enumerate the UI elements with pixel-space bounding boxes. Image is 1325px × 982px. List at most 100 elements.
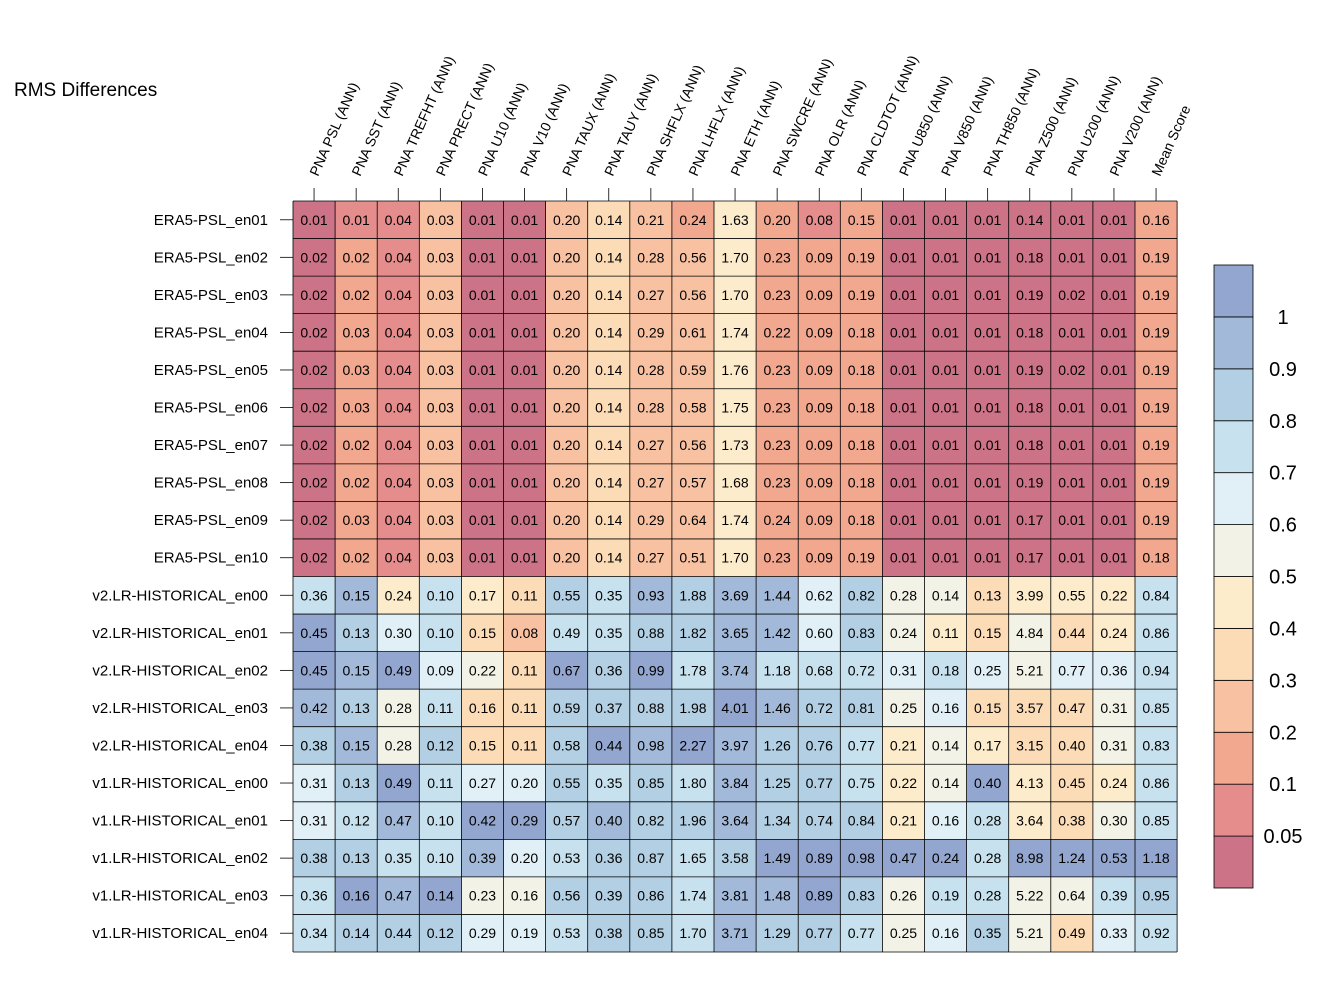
- heatmap-cell: [1008, 651, 1051, 690]
- cell-value: 0.14: [932, 587, 959, 603]
- cell-value: 0.01: [511, 550, 538, 566]
- cell-value: 2.27: [679, 737, 706, 753]
- heatmap-cell: [882, 614, 925, 652]
- cell-value: 3.71: [721, 925, 748, 941]
- heatmap-cell: [966, 351, 1009, 389]
- heatmap-cell: [545, 914, 588, 952]
- cell-value: 0.15: [469, 625, 496, 641]
- cell-value: 0.01: [974, 212, 1001, 228]
- heatmap-cell: [419, 388, 462, 427]
- cell-value: 1.18: [764, 662, 791, 678]
- cell-value: 0.01: [890, 249, 917, 265]
- cell-value: 0.92: [1142, 925, 1169, 941]
- heatmap-cell: [419, 313, 462, 352]
- cell-value: 0.02: [300, 400, 327, 416]
- heatmap-cell: [503, 689, 546, 727]
- heatmap-cell: [924, 388, 967, 427]
- row-label: v1.LR-HISTORICAL_en04: [92, 925, 268, 942]
- heatmap-cell: [1092, 313, 1135, 352]
- heatmap-cell: [545, 201, 588, 239]
- cell-value: 0.12: [427, 737, 454, 753]
- heatmap-cell: [377, 914, 420, 952]
- cell-value: 0.02: [1058, 287, 1085, 303]
- cell-value: 0.01: [1058, 550, 1085, 566]
- heatmap-cell: [461, 726, 504, 765]
- heatmap-cell: [714, 689, 757, 727]
- cell-value: 0.15: [974, 625, 1001, 641]
- cell-value: 0.19: [848, 550, 875, 566]
- cell-value: 0.17: [1016, 550, 1043, 566]
- cell-value: 1.75: [721, 400, 748, 416]
- cell-value: 0.57: [553, 813, 580, 829]
- cell-value: 0.14: [595, 437, 622, 453]
- cell-value: 4.84: [1016, 625, 1043, 641]
- cell-value: 0.36: [595, 850, 622, 866]
- heatmap-cell: [882, 201, 925, 239]
- colorbar-segment: [1213, 264, 1254, 318]
- heatmap-cell: [587, 576, 630, 615]
- cell-value: 0.23: [764, 550, 791, 566]
- cell-value: 0.88: [637, 700, 664, 716]
- heatmap-cell: [293, 651, 336, 690]
- heatmap-cell: [545, 501, 588, 539]
- heatmap-cell: [587, 201, 630, 239]
- heatmap-cell: [545, 839, 588, 877]
- cell-value: 0.83: [848, 625, 875, 641]
- cell-value: 0.01: [932, 249, 959, 265]
- heatmap-cell: [335, 764, 378, 802]
- cell-value: 0.16: [469, 700, 496, 716]
- heatmap-cell: [882, 388, 925, 427]
- cell-value: 0.25: [890, 700, 917, 716]
- heatmap-cell: [1135, 313, 1178, 352]
- heatmap-cell: [671, 764, 714, 802]
- heatmap-cell: [1008, 801, 1051, 840]
- heatmap-cell: [335, 651, 378, 690]
- cell-value: 0.01: [890, 287, 917, 303]
- cell-value: 0.01: [469, 212, 496, 228]
- heatmap-cell: [1050, 801, 1093, 840]
- colorbar-segment: [1213, 316, 1254, 370]
- cell-value: 0.77: [848, 737, 875, 753]
- heatmap-cell: [419, 614, 462, 652]
- heatmap-cell: [671, 388, 714, 427]
- cell-value: 0.01: [511, 362, 538, 378]
- cell-value: 0.35: [595, 625, 622, 641]
- heatmap-cell: [924, 538, 967, 577]
- heatmap-cell: [419, 689, 462, 727]
- cell-value: 0.01: [469, 475, 496, 491]
- cell-value: 0.01: [974, 437, 1001, 453]
- cell-value: 0.21: [890, 737, 917, 753]
- cell-value: 0.49: [385, 775, 412, 791]
- cell-value: 0.35: [595, 775, 622, 791]
- colorbar-label: 0.2: [1269, 722, 1297, 744]
- heatmap-cell: [335, 726, 378, 765]
- cell-value: 0.04: [385, 400, 412, 416]
- cell-value: 0.15: [343, 662, 370, 678]
- colorbar-segment: [1213, 731, 1254, 785]
- heatmap-cell: [1050, 764, 1093, 802]
- heatmap-cell: [1092, 501, 1135, 539]
- cell-value: 0.03: [427, 362, 454, 378]
- heatmap-cell: [293, 689, 336, 727]
- cell-value: 0.04: [385, 324, 412, 340]
- heatmap-cell: [1008, 764, 1051, 802]
- cell-value: 0.01: [974, 512, 1001, 528]
- heatmap-cell: [756, 614, 799, 652]
- heatmap-cell: [882, 351, 925, 389]
- heatmap-cell: [714, 764, 757, 802]
- cell-value: 0.01: [1100, 324, 1127, 340]
- heatmap-cell: [629, 201, 672, 239]
- heatmap-cell: [966, 426, 1009, 464]
- cell-value: 0.01: [932, 550, 959, 566]
- heatmap-cell: [840, 538, 883, 577]
- cell-value: 0.01: [1058, 475, 1085, 491]
- cell-value: 0.14: [932, 775, 959, 791]
- heatmap-cell: [1092, 538, 1135, 577]
- heatmap-cell: [798, 463, 841, 502]
- cell-value: 0.09: [806, 550, 833, 566]
- cell-value: 0.93: [637, 587, 664, 603]
- cell-value: 0.28: [637, 249, 664, 265]
- cell-value: 0.01: [890, 212, 917, 228]
- cell-value: 0.13: [974, 587, 1001, 603]
- heatmap-cell: [293, 388, 336, 427]
